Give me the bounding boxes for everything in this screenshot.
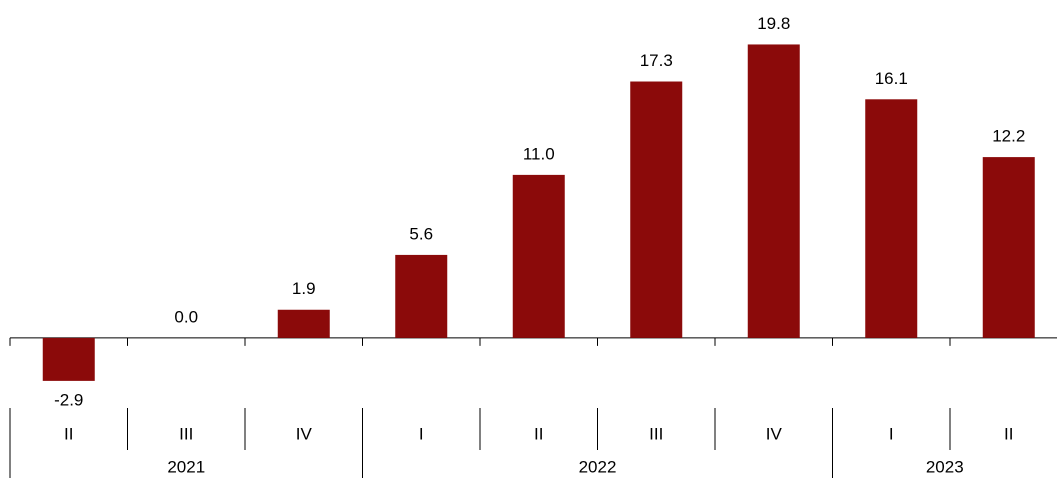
x-tick-label: I	[419, 424, 424, 443]
bar	[630, 81, 683, 338]
x-tick-label: IV	[296, 424, 313, 443]
x-tick-label: IV	[766, 424, 783, 443]
bar	[747, 44, 800, 338]
value-label: 12.2	[992, 127, 1025, 146]
x-tick-label: III	[179, 424, 193, 443]
x-tick-label: II	[64, 424, 73, 443]
value-label: 0.0	[174, 307, 198, 326]
bar	[42, 337, 95, 381]
bar	[982, 157, 1035, 338]
x-tick-label: II	[1004, 424, 1013, 443]
value-label: 19.8	[757, 14, 790, 33]
value-label: 16.1	[875, 69, 908, 88]
bar	[277, 309, 330, 338]
bar	[395, 254, 448, 338]
value-label: 1.9	[292, 279, 316, 298]
bar	[512, 174, 565, 338]
value-label: 11.0	[523, 144, 555, 163]
group-label: 2023	[926, 457, 964, 476]
x-tick-label: I	[889, 424, 894, 443]
value-label: 5.6	[409, 224, 433, 243]
bar	[865, 99, 918, 338]
x-tick-label: III	[649, 424, 663, 443]
value-label: 17.3	[640, 51, 673, 70]
group-label: 2022	[579, 457, 617, 476]
value-label: -2.9	[54, 390, 83, 409]
x-tick-label: II	[534, 424, 543, 443]
group-label: 2021	[167, 457, 205, 476]
